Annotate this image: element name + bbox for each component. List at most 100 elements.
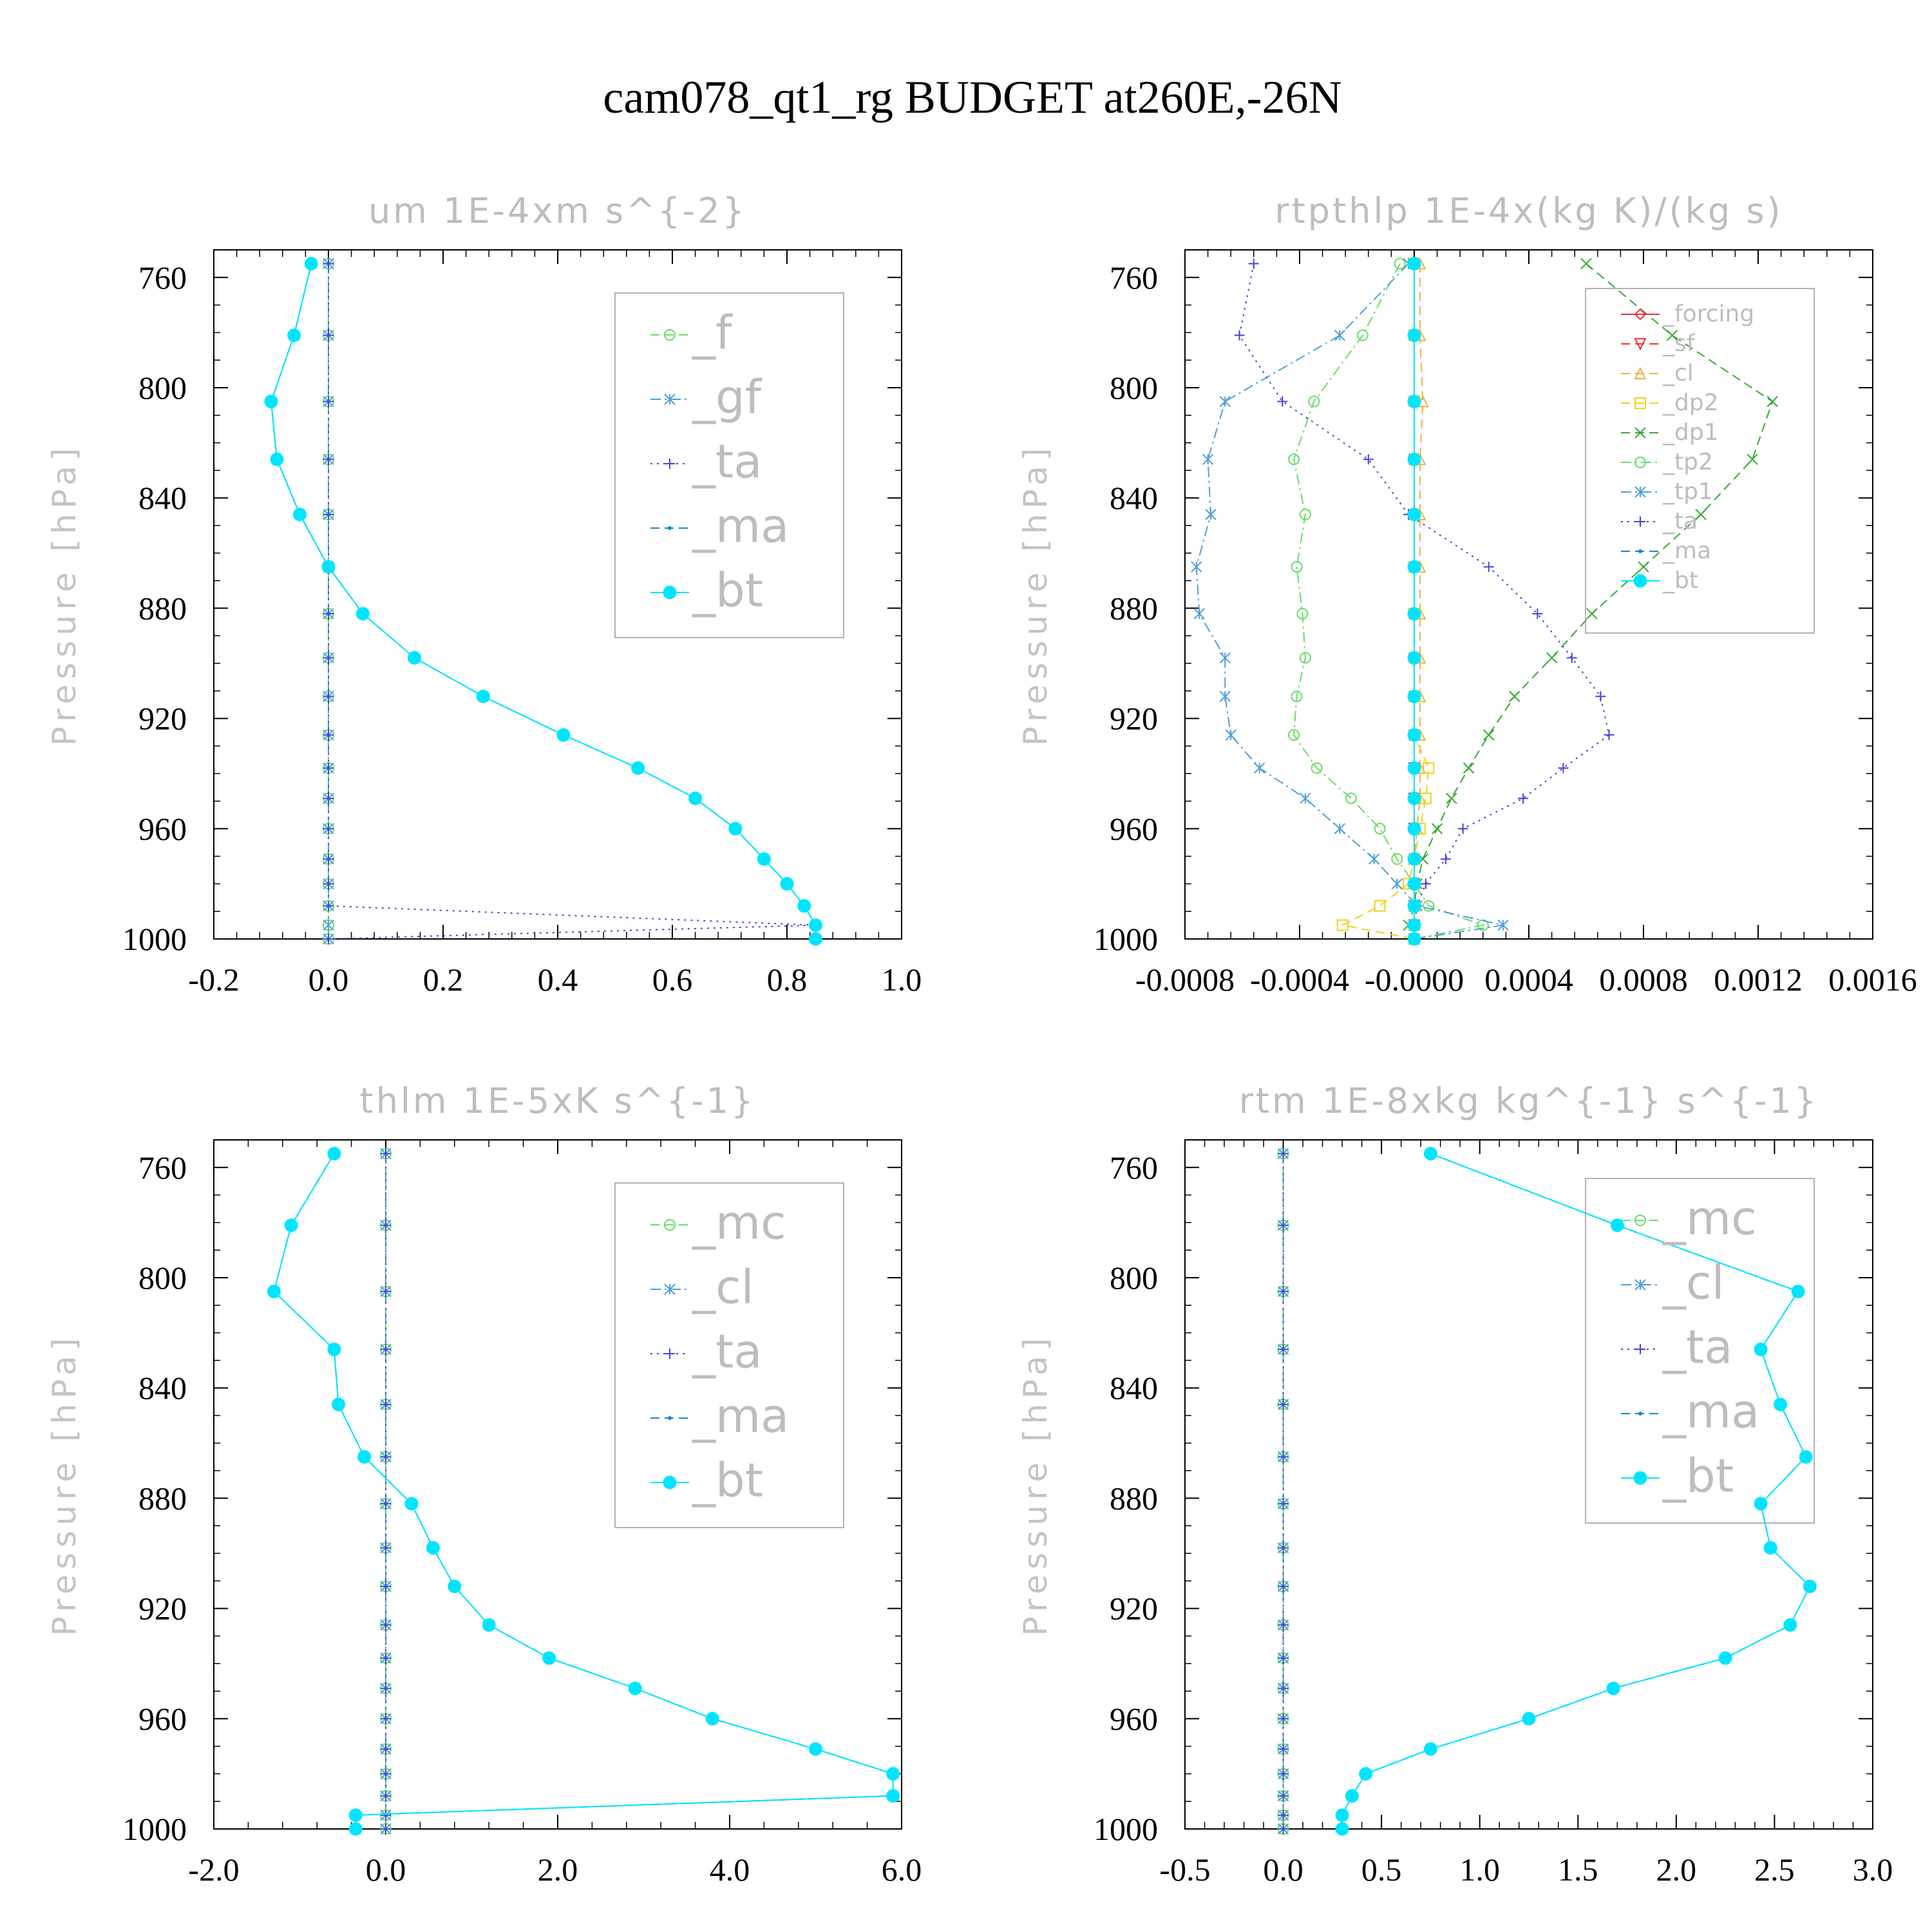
data-point xyxy=(381,1399,391,1410)
x-tick-label: 0.4 xyxy=(538,961,578,998)
y-tick-label: 840 xyxy=(138,1370,187,1406)
data-point xyxy=(1335,1822,1349,1836)
legend-label: _tp2 xyxy=(1662,449,1713,475)
legend-marker xyxy=(664,1283,676,1295)
data-point xyxy=(1483,562,1494,573)
legend-label: _tp1 xyxy=(1662,478,1713,505)
x-tick-label: 0.5 xyxy=(1361,1852,1402,1888)
legend-item-forcing: _forcing xyxy=(1621,301,1754,327)
legend-marker xyxy=(1634,397,1646,409)
x-tick-label: 3.0 xyxy=(1853,1852,1893,1888)
legend-marker xyxy=(664,329,676,341)
x-tick-label: -0.2 xyxy=(188,961,239,998)
legend-item-ta: _ta xyxy=(650,435,762,489)
series-line xyxy=(1195,263,1504,940)
series-dp1 xyxy=(1403,258,1778,945)
x-tick-label: 0.0 xyxy=(308,961,349,998)
data-point xyxy=(1219,652,1231,664)
chart-panel-4: rtm 1E-8xkg kg^{-1} s^{-1} 760 800 840 880 92… xyxy=(1017,1081,1893,1888)
legend-item-ma: _ma xyxy=(1621,538,1711,564)
data-point xyxy=(1423,900,1435,912)
legend-item-gf: _gf xyxy=(650,370,762,424)
data-point xyxy=(1391,853,1403,865)
x-tick-label: -2.0 xyxy=(188,1852,239,1888)
legend-item-sf: _sf xyxy=(1621,330,1696,357)
data-point xyxy=(1278,1620,1289,1631)
data-point xyxy=(1522,1712,1536,1726)
legend-item-mc: _mc xyxy=(650,1196,786,1250)
series-line xyxy=(273,1153,894,1829)
legend-label: _gf xyxy=(692,370,762,424)
series-line xyxy=(273,1153,894,1829)
data-point xyxy=(1407,394,1421,408)
data-point xyxy=(1407,761,1421,775)
y-tick-label: 880 xyxy=(1110,590,1158,626)
chart-panel-1: um 1E-4xm s^{-2} 760 800 840 880 920 960 1000-0… xyxy=(46,191,922,998)
data-point xyxy=(482,1618,496,1632)
legend-label: _cl xyxy=(1662,360,1694,386)
legend-item-dp2: _dp2 xyxy=(1621,390,1719,416)
data-point xyxy=(1546,652,1558,664)
legend-item-ta: _ta xyxy=(650,1325,762,1379)
data-point xyxy=(1463,762,1475,774)
panel-title: um 1E-4xm s^{-2} xyxy=(368,191,747,231)
data-point xyxy=(1610,1218,1624,1233)
data-point xyxy=(1666,329,1678,341)
data-point xyxy=(323,793,334,804)
y-tick-label: 760 xyxy=(1110,260,1158,296)
legend-marker xyxy=(663,585,677,600)
series-line xyxy=(328,263,816,940)
data-point xyxy=(476,689,490,703)
data-point xyxy=(728,822,743,836)
data-point xyxy=(357,1450,372,1464)
data-point xyxy=(1278,1768,1289,1779)
data-point xyxy=(381,1683,391,1694)
data-point xyxy=(1278,1581,1289,1592)
x-tick-label: -0.0004 xyxy=(1250,961,1349,998)
data-point xyxy=(1407,689,1421,703)
data-point xyxy=(1345,1789,1359,1803)
legend-item-bt: _bt xyxy=(650,564,763,618)
x-tick-label: 4.0 xyxy=(710,1852,750,1888)
data-point xyxy=(1407,932,1421,946)
legend-label: _ma xyxy=(1662,538,1711,564)
legend-item-bt: _bt xyxy=(650,1454,763,1508)
legend-marker xyxy=(1634,308,1647,321)
data-point xyxy=(323,652,334,663)
data-point xyxy=(1278,1542,1289,1553)
data-point xyxy=(1407,918,1421,933)
series-line xyxy=(1408,263,1774,940)
data-point xyxy=(556,728,571,742)
data-point xyxy=(323,823,334,834)
data-point xyxy=(1754,1497,1768,1511)
series-ma xyxy=(272,1151,895,1831)
data-point xyxy=(323,454,334,465)
legend-label: _dp2 xyxy=(1662,390,1719,416)
x-tick-label: -0.5 xyxy=(1159,1852,1210,1888)
data-point xyxy=(381,1148,391,1159)
data-point xyxy=(1374,900,1386,912)
data-point xyxy=(1407,507,1421,522)
data-point xyxy=(381,1768,391,1779)
legend-marker xyxy=(663,1475,677,1490)
y-tick-label: 880 xyxy=(1110,1480,1158,1516)
data-point xyxy=(1278,1220,1289,1231)
series-tp2 xyxy=(1288,258,1489,945)
y-tick-label: 840 xyxy=(1110,1370,1158,1406)
data-point xyxy=(327,1146,341,1160)
data-point xyxy=(1407,256,1421,270)
data-point xyxy=(1774,1397,1788,1412)
y-tick-label: 840 xyxy=(1110,480,1158,516)
data-point xyxy=(705,1712,719,1726)
data-point xyxy=(381,1344,391,1355)
data-point xyxy=(542,1651,556,1665)
data-point xyxy=(381,1824,391,1834)
y-tick-label: 960 xyxy=(138,811,187,847)
data-point xyxy=(323,509,334,520)
data-point xyxy=(1407,728,1421,742)
data-point xyxy=(448,1579,462,1593)
data-point xyxy=(1580,258,1592,270)
data-point xyxy=(323,900,334,911)
data-point xyxy=(809,932,822,946)
